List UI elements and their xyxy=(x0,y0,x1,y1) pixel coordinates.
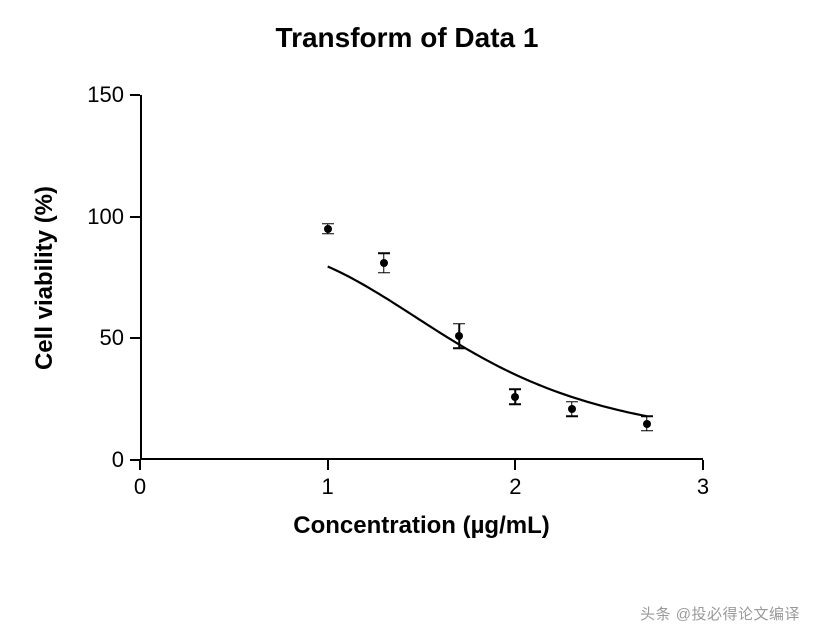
chart-title: Transform of Data 1 xyxy=(0,22,814,54)
x-tick-label: 2 xyxy=(509,474,521,500)
fit-curve xyxy=(140,95,703,460)
errorbar-cap xyxy=(641,430,653,432)
x-axis-line xyxy=(140,458,703,460)
y-tick-label: 0 xyxy=(64,447,124,473)
errorbar-cap xyxy=(566,401,578,403)
x-tick xyxy=(702,460,704,470)
y-tick-label: 100 xyxy=(64,204,124,230)
fit-curve-path xyxy=(328,266,647,416)
x-tick xyxy=(514,460,516,470)
y-tick xyxy=(130,337,140,339)
errorbar-cap xyxy=(378,272,390,274)
errorbar-cap xyxy=(378,252,390,254)
y-tick xyxy=(130,94,140,96)
errorbar-cap xyxy=(453,323,465,325)
data-point xyxy=(568,405,576,413)
data-point xyxy=(455,332,463,340)
plot-area: 0501001500123 xyxy=(140,95,703,460)
y-axis-label: Cell viability (%) xyxy=(31,185,59,369)
data-point xyxy=(643,420,651,428)
y-tick-label: 50 xyxy=(64,325,124,351)
data-point xyxy=(324,225,332,233)
errorbar-cap xyxy=(322,233,334,235)
x-tick-label: 1 xyxy=(322,474,334,500)
x-axis-label: Concentration (µg/mL) xyxy=(293,512,549,540)
x-tick xyxy=(139,460,141,470)
errorbar-cap xyxy=(453,347,465,349)
watermark-text: 头条 @投必得论文编译 xyxy=(640,603,800,624)
y-tick xyxy=(130,216,140,218)
errorbar-cap xyxy=(566,415,578,417)
y-axis-line xyxy=(140,95,142,460)
x-tick-label: 3 xyxy=(697,474,709,500)
errorbar-cap xyxy=(509,389,521,391)
y-tick-label: 150 xyxy=(64,82,124,108)
errorbar-cap xyxy=(641,415,653,417)
data-point xyxy=(511,393,519,401)
chart-container: Transform of Data 1 0501001500123 Cell v… xyxy=(0,0,814,630)
data-point xyxy=(380,259,388,267)
x-tick xyxy=(327,460,329,470)
x-tick-label: 0 xyxy=(134,474,146,500)
errorbar-cap xyxy=(509,403,521,405)
